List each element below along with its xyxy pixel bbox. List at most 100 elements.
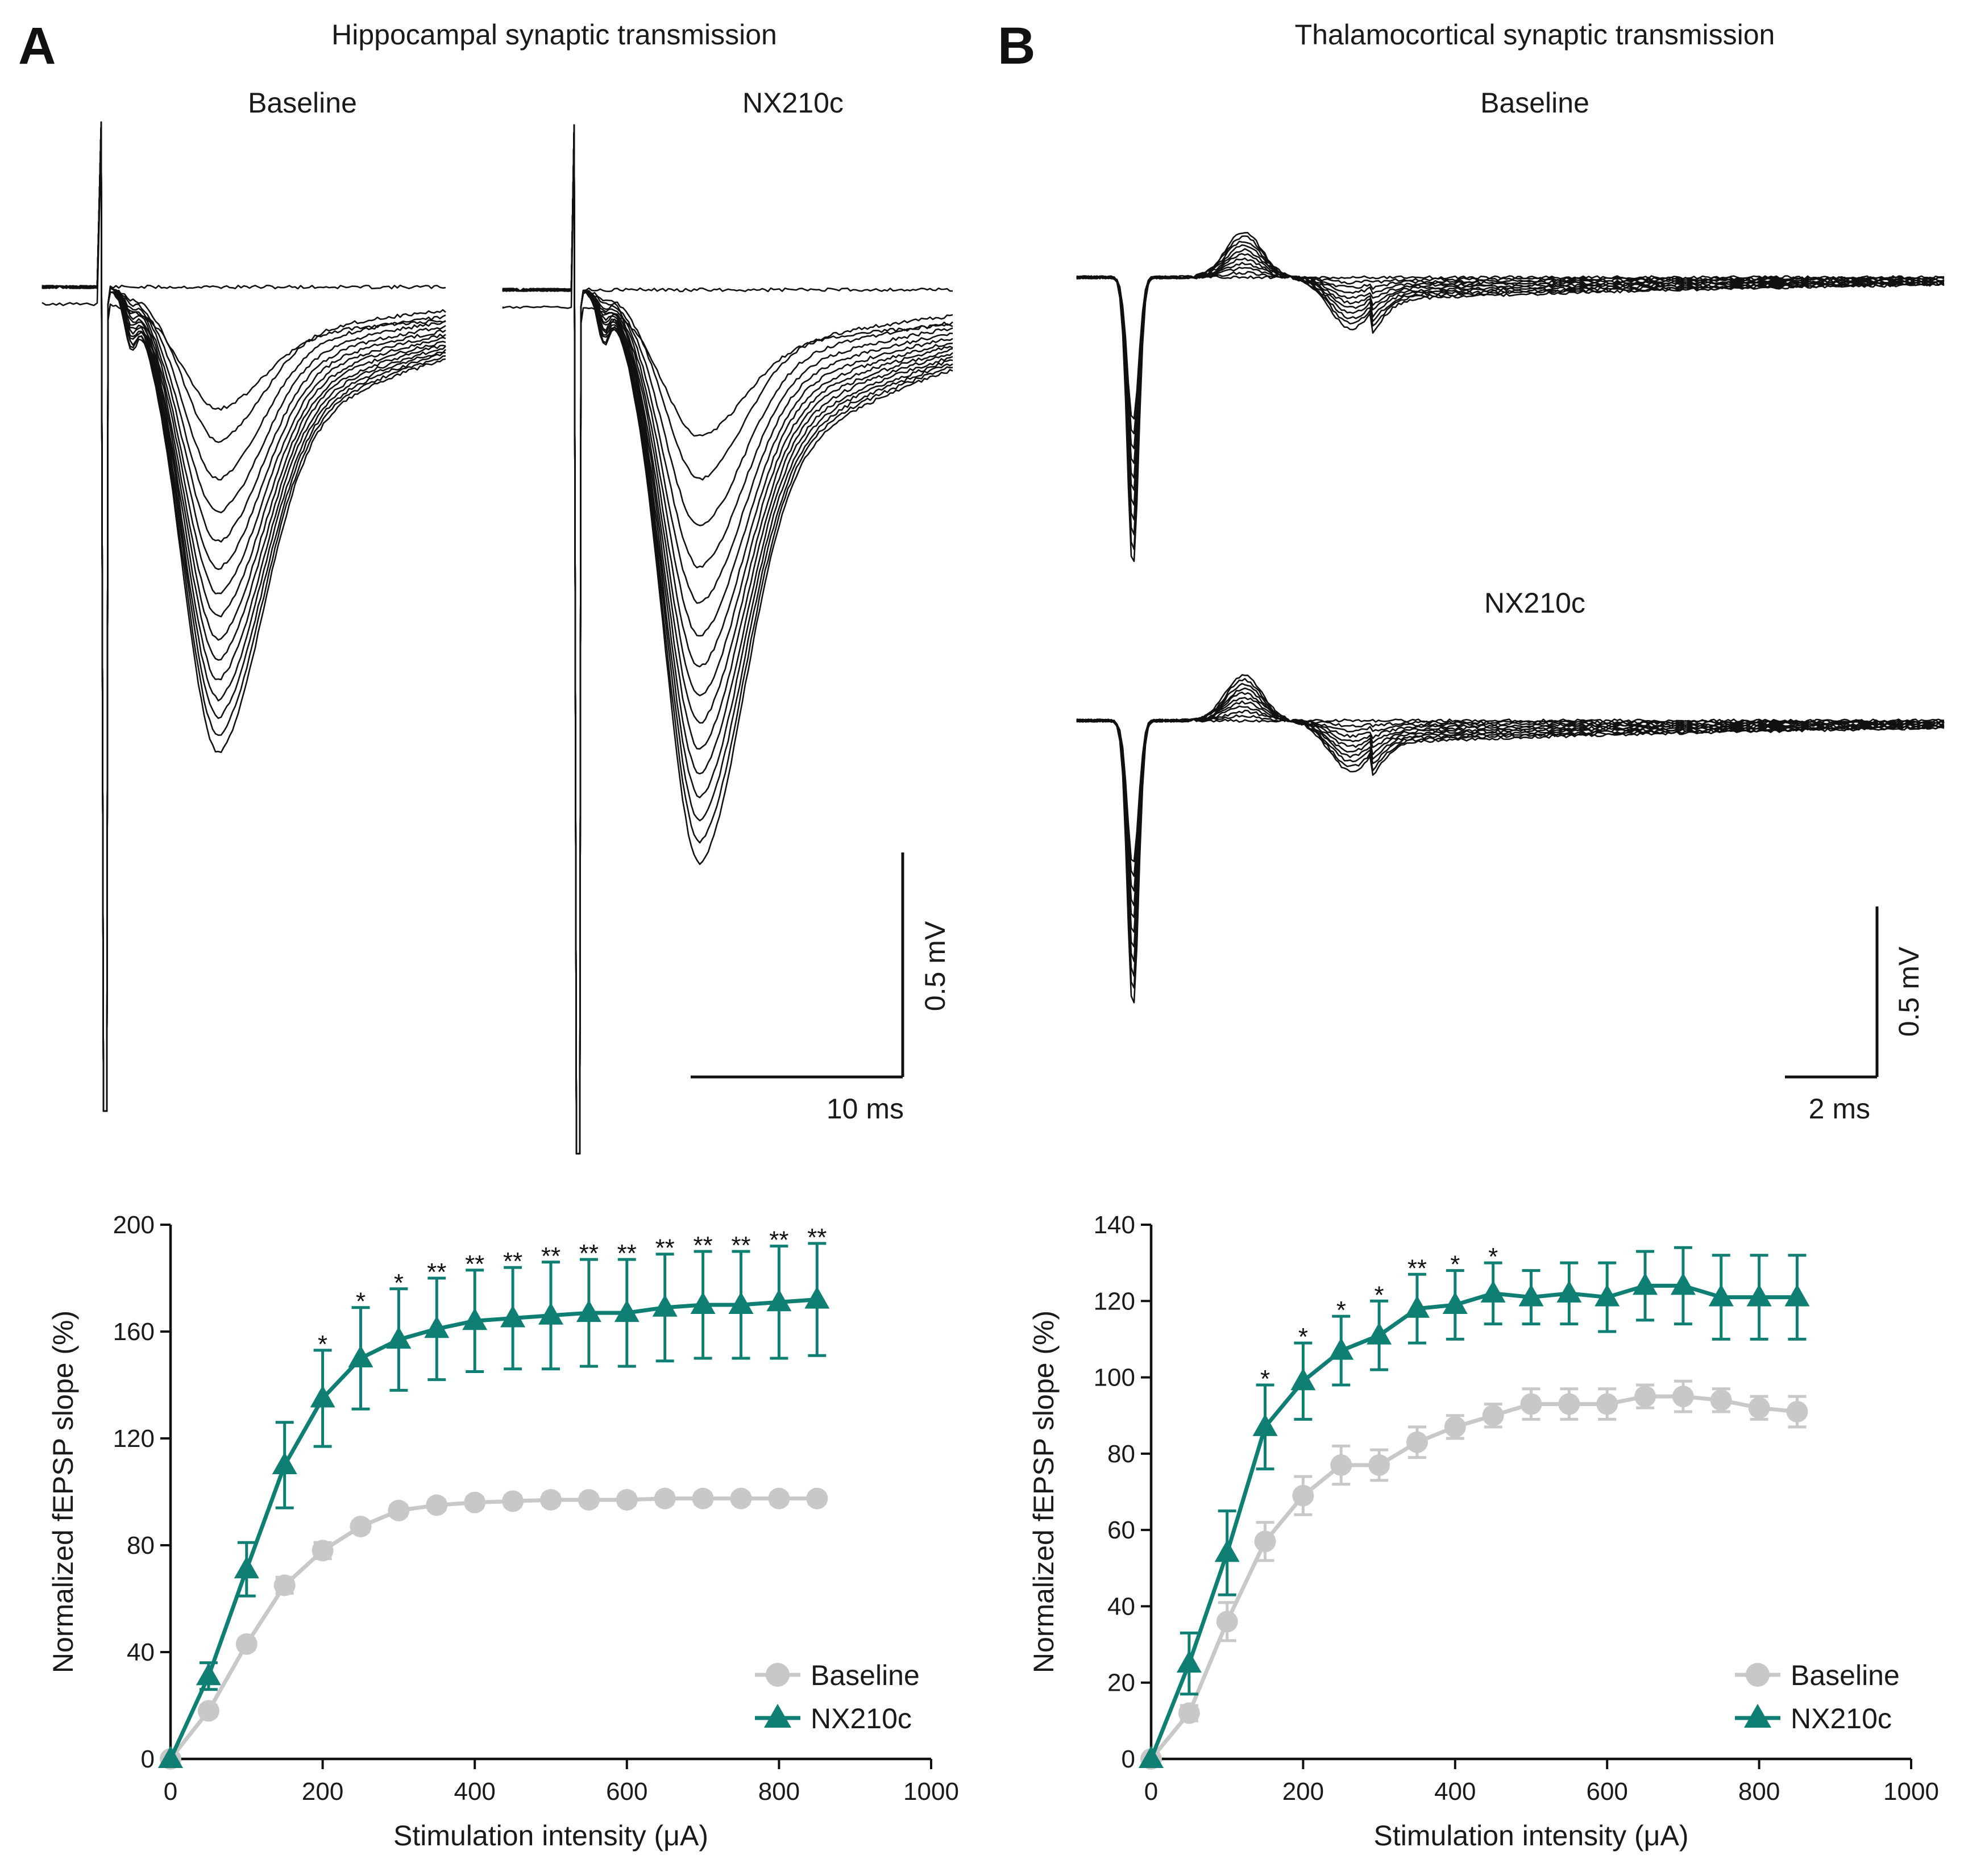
chart-a-legend-label: Baseline bbox=[811, 1659, 920, 1691]
chart-a-y-tick-label: 80 bbox=[127, 1532, 155, 1559]
chart-b-significance-star: * bbox=[1336, 1296, 1346, 1324]
chart-b-significance-star: ** bbox=[1407, 1254, 1427, 1282]
chart-a-y-tick-label: 40 bbox=[127, 1638, 155, 1666]
chart-b: 0 200 400 600 800 1000 0 20 40 60 80 100 120 140 Stimu… bbox=[1028, 1211, 1939, 1852]
chart-a-y-tick-label: 0 bbox=[141, 1745, 155, 1773]
chart-a-point-baseline bbox=[350, 1516, 372, 1537]
chart-a-series-line-nx210c bbox=[171, 1300, 817, 1759]
chart-b-x-tick-label: 1000 bbox=[1883, 1778, 1939, 1806]
chart-a-significance-star: ** bbox=[655, 1234, 675, 1262]
chart-b-x-tick-label: 200 bbox=[1282, 1778, 1324, 1806]
traces-b-baseline-trace bbox=[1077, 254, 1944, 490]
traces-b-nx210c-trace bbox=[1077, 719, 1944, 862]
traces-a-nx210c-trace bbox=[503, 125, 953, 1154]
chart-a-significance-star: ** bbox=[541, 1242, 560, 1270]
traces-b-baseline bbox=[1077, 232, 1944, 561]
chart-b-y-tick-label: 20 bbox=[1107, 1669, 1135, 1697]
chart-b-point-baseline bbox=[1672, 1386, 1694, 1407]
chart-a-point-baseline bbox=[502, 1490, 524, 1512]
panel-a-title: Hippocampal synaptic transmission bbox=[331, 19, 777, 51]
traces-a-baseline-trace bbox=[43, 122, 446, 1111]
chart-b-y-tick-label: 100 bbox=[1094, 1364, 1135, 1392]
chart-a-point-baseline bbox=[540, 1489, 562, 1511]
traces-b-baseline-trace bbox=[1077, 268, 1944, 448]
chart-b-significance-star: * bbox=[1375, 1281, 1384, 1309]
chart-a-point-baseline bbox=[312, 1540, 334, 1561]
chart-a-point-nx210c bbox=[234, 1556, 259, 1578]
chart-b-legend: Baseline NX210c bbox=[1735, 1659, 1900, 1734]
figure: A Hippocampal synaptic transmission Base… bbox=[0, 0, 1964, 1876]
traces-a-nx210c-trace bbox=[503, 125, 953, 1154]
traces-b-nx210c bbox=[1077, 675, 1944, 1003]
traces-a-nx210c-trace bbox=[503, 125, 953, 1154]
chart-b-x-tick-label: 600 bbox=[1586, 1778, 1627, 1806]
scale-label-b-voltage: 0.5 mV bbox=[1893, 946, 1925, 1037]
chart-a-x-tick-label: 600 bbox=[606, 1778, 647, 1806]
chart-b-legend-marker bbox=[1744, 1704, 1771, 1728]
panel-b-title: Thalamocortical synaptic transmission bbox=[1295, 19, 1775, 51]
chart-b-y-tick-label: 80 bbox=[1107, 1440, 1135, 1468]
chart-a-x-tick-label: 1000 bbox=[903, 1778, 959, 1806]
chart-a-significance-star: * bbox=[318, 1330, 327, 1358]
chart-a-point-baseline bbox=[654, 1488, 676, 1509]
chart-b-point-nx210c bbox=[1556, 1280, 1581, 1303]
chart-b-point-nx210c bbox=[1177, 1650, 1202, 1673]
chart-b-point-nx210c bbox=[1367, 1322, 1392, 1345]
chart-b-significance-star: * bbox=[1260, 1365, 1270, 1393]
chart-a-point-baseline bbox=[236, 1633, 258, 1655]
traces-a-nx210c-trace bbox=[503, 125, 953, 1154]
chart-a-point-baseline bbox=[616, 1489, 638, 1511]
scale-label-a-time: 10 ms bbox=[827, 1093, 904, 1125]
chart-b-point-baseline bbox=[1521, 1394, 1542, 1415]
chart-b-significance-star: * bbox=[1488, 1243, 1498, 1271]
traces-a-nx210c-trace bbox=[503, 125, 953, 1154]
chart-a-y-tick-label: 120 bbox=[113, 1425, 155, 1453]
traces-a-nx210c-trace bbox=[503, 125, 953, 1154]
chart-a-point-baseline bbox=[388, 1500, 409, 1521]
chart-a-point-baseline bbox=[578, 1489, 600, 1511]
trace-label-b-baseline: Baseline bbox=[1480, 87, 1589, 119]
chart-a-point-nx210c bbox=[804, 1287, 829, 1309]
chart-a-point-baseline bbox=[198, 1700, 219, 1721]
chart-a-point-baseline bbox=[768, 1488, 790, 1509]
chart-b-series-nx210c bbox=[1139, 1247, 1809, 1768]
chart-b-y-label: Normalized fEPSP slope (%) bbox=[1028, 1311, 1060, 1673]
chart-b-point-baseline bbox=[1292, 1485, 1314, 1507]
chart-b-point-baseline bbox=[1216, 1611, 1238, 1632]
chart-a-point-nx210c bbox=[348, 1345, 373, 1367]
chart-b-y-tick-label: 40 bbox=[1107, 1592, 1135, 1620]
chart-a-point-baseline bbox=[426, 1495, 447, 1516]
chart-b-point-baseline bbox=[1710, 1390, 1732, 1411]
scale-bar-b: 2 ms 0.5 mV bbox=[1785, 906, 1925, 1125]
chart-b-x-tick-label: 0 bbox=[1144, 1778, 1158, 1806]
traces-a-nx210c-trace bbox=[503, 125, 953, 1154]
chart-b-x-tick-label: 800 bbox=[1738, 1778, 1780, 1806]
chart-b-legend-label: Baseline bbox=[1791, 1659, 1900, 1691]
chart-b-legend-label: NX210c bbox=[1791, 1703, 1892, 1734]
traces-a-nx210c-trace bbox=[503, 125, 953, 1154]
traces-a-nx210c bbox=[503, 125, 953, 1154]
chart-b-point-baseline bbox=[1255, 1530, 1276, 1552]
traces-a-nx210c-trace bbox=[503, 125, 953, 1154]
chart-a-significance-star: ** bbox=[693, 1232, 712, 1259]
chart-b-point-baseline bbox=[1786, 1401, 1808, 1422]
chart-b-y-tick-label: 140 bbox=[1094, 1211, 1135, 1239]
chart-a-significance-star: ** bbox=[769, 1226, 788, 1254]
chart-a-x-tick-label: 200 bbox=[302, 1778, 343, 1806]
panel-letter-b: B bbox=[998, 17, 1035, 75]
traces-a-nx210c-trace bbox=[503, 125, 953, 1154]
chart-b-significance-star: * bbox=[1298, 1323, 1308, 1351]
chart-a-x-tick-label: 800 bbox=[758, 1778, 800, 1806]
chart-a-y-tick-label: 160 bbox=[113, 1318, 155, 1346]
chart-b-point-nx210c bbox=[1481, 1280, 1506, 1303]
traces-a-nx210c-trace bbox=[503, 142, 953, 1154]
chart-b-series-baseline bbox=[1140, 1381, 1808, 1770]
traces-a-nx210c-trace bbox=[503, 125, 953, 1154]
chart-b-x-tick-label: 400 bbox=[1434, 1778, 1476, 1806]
chart-b-point-baseline bbox=[1444, 1416, 1466, 1438]
chart-a-legend: BaselineNX210c bbox=[755, 1659, 920, 1734]
chart-a-point-nx210c bbox=[272, 1452, 297, 1474]
chart-b-x-label: Stimulation intensity (μA) bbox=[1373, 1820, 1688, 1852]
chart-b-y-tick-label: 60 bbox=[1107, 1516, 1135, 1544]
chart-a-significance-star: ** bbox=[465, 1250, 484, 1278]
